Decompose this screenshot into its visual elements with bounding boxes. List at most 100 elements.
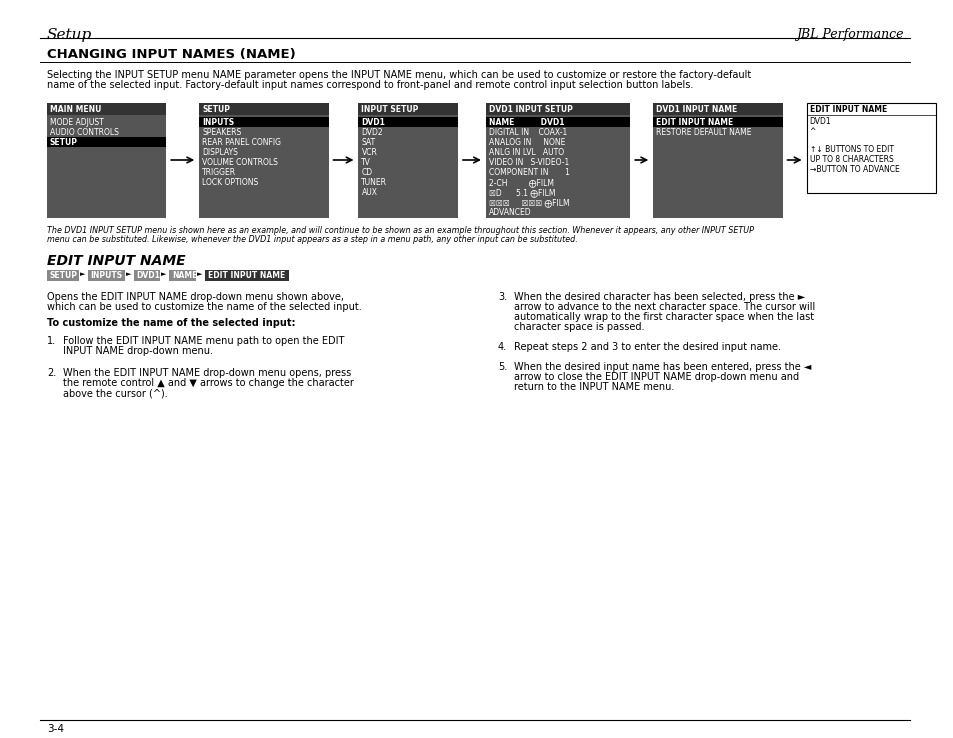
Text: Selecting the INPUT SETUP menu NAME parameter opens the INPUT NAME menu, which c: Selecting the INPUT SETUP menu NAME para… — [47, 70, 750, 80]
Text: TRIGGER: TRIGGER — [202, 168, 236, 177]
Text: CHANGING INPUT NAMES (NAME): CHANGING INPUT NAMES (NAME) — [47, 48, 295, 61]
Text: menu can be substituted. Likewise, whenever the DVD1 input appears as a step in : menu can be substituted. Likewise, whene… — [47, 235, 577, 244]
Text: AUX: AUX — [361, 188, 377, 197]
Text: VOLUME CONTROLS: VOLUME CONTROLS — [202, 158, 277, 167]
Text: REAR PANEL CONFIG: REAR PANEL CONFIG — [202, 138, 281, 147]
Text: ►: ► — [161, 271, 167, 277]
Text: AUDIO CONTROLS: AUDIO CONTROLS — [50, 128, 118, 137]
Text: TV: TV — [361, 158, 371, 167]
Text: The DVD1 INPUT SETUP menu is shown here as an example, and will continue to be s: The DVD1 INPUT SETUP menu is shown here … — [47, 226, 753, 235]
Text: character space is passed.: character space is passed. — [514, 322, 643, 332]
Text: NAME          DVD1: NAME DVD1 — [488, 118, 564, 127]
FancyBboxPatch shape — [47, 103, 166, 218]
Text: DVD1 INPUT NAME: DVD1 INPUT NAME — [656, 105, 737, 114]
Text: arrow to advance to the next character space. The cursor will: arrow to advance to the next character s… — [514, 302, 814, 312]
Text: 3.: 3. — [497, 292, 506, 302]
Text: automatically wrap to the first character space when the last: automatically wrap to the first characte… — [514, 312, 813, 322]
Text: 4.: 4. — [497, 342, 506, 352]
Text: arrow to close the EDIT INPUT NAME drop-down menu and: arrow to close the EDIT INPUT NAME drop-… — [514, 372, 798, 382]
FancyBboxPatch shape — [358, 117, 457, 127]
FancyBboxPatch shape — [653, 103, 781, 115]
Text: DVD1: DVD1 — [136, 271, 160, 280]
Text: LOCK OPTIONS: LOCK OPTIONS — [202, 178, 258, 187]
Text: ANLG IN LVL   AUTO: ANLG IN LVL AUTO — [488, 148, 563, 157]
FancyBboxPatch shape — [169, 270, 195, 281]
Text: INPUT NAME drop-down menu.: INPUT NAME drop-down menu. — [63, 346, 213, 356]
FancyBboxPatch shape — [205, 270, 288, 281]
FancyBboxPatch shape — [358, 103, 457, 218]
Text: Repeat steps 2 and 3 to enter the desired input name.: Repeat steps 2 and 3 to enter the desire… — [514, 342, 780, 352]
Text: EDIT INPUT NAME: EDIT INPUT NAME — [208, 271, 285, 280]
Text: When the desired input name has been entered, press the ◄: When the desired input name has been ent… — [514, 362, 810, 372]
Text: When the desired character has been selected, press the ►: When the desired character has been sele… — [514, 292, 804, 302]
FancyBboxPatch shape — [653, 103, 781, 218]
Text: NAME: NAME — [172, 271, 197, 280]
FancyBboxPatch shape — [47, 137, 166, 147]
Text: COMPONENT IN       1: COMPONENT IN 1 — [488, 168, 569, 177]
Text: SPEAKERS: SPEAKERS — [202, 128, 241, 137]
Text: 2-CH         ⨁FILM: 2-CH ⨁FILM — [488, 178, 554, 187]
Text: JBL Performance: JBL Performance — [795, 28, 902, 41]
Text: When the EDIT INPUT NAME drop-down menu opens, press: When the EDIT INPUT NAME drop-down menu … — [63, 368, 351, 378]
Text: ►: ► — [196, 271, 202, 277]
Text: EDIT INPUT NAME: EDIT INPUT NAME — [47, 254, 185, 268]
Text: VCR: VCR — [361, 148, 377, 157]
Text: Opens the EDIT INPUT NAME drop-down menu shown above,: Opens the EDIT INPUT NAME drop-down menu… — [47, 292, 343, 302]
Text: DVD1: DVD1 — [361, 118, 385, 127]
Text: SAT: SAT — [361, 138, 375, 147]
Text: SETUP: SETUP — [50, 138, 78, 147]
Text: above the cursor (^).: above the cursor (^). — [63, 388, 168, 398]
Text: 3-4: 3-4 — [47, 724, 64, 734]
FancyBboxPatch shape — [199, 103, 328, 115]
Text: the remote control ▲ and ▼ arrows to change the character: the remote control ▲ and ▼ arrows to cha… — [63, 378, 354, 388]
Text: name of the selected input. Factory-default input names correspond to front-pane: name of the selected input. Factory-defa… — [47, 80, 693, 90]
FancyBboxPatch shape — [47, 270, 78, 281]
FancyBboxPatch shape — [47, 103, 166, 115]
Text: INPUT SETUP: INPUT SETUP — [361, 105, 418, 114]
FancyBboxPatch shape — [485, 103, 630, 115]
Text: ↑↓ BUTTONS TO EDIT: ↑↓ BUTTONS TO EDIT — [809, 145, 893, 154]
Text: which can be used to customize the name of the selected input.: which can be used to customize the name … — [47, 302, 361, 312]
Text: DVD2: DVD2 — [361, 128, 383, 137]
Text: 5.: 5. — [497, 362, 507, 372]
FancyBboxPatch shape — [805, 103, 935, 193]
Text: MODE ADJUST: MODE ADJUST — [50, 118, 104, 127]
Text: EDIT INPUT NAME: EDIT INPUT NAME — [809, 105, 886, 114]
Text: CD: CD — [361, 168, 373, 177]
Text: UP TO 8 CHARACTERS: UP TO 8 CHARACTERS — [809, 155, 892, 164]
FancyBboxPatch shape — [133, 270, 160, 281]
Text: ☒D      5.1 ⨁FILM: ☒D 5.1 ⨁FILM — [488, 188, 555, 197]
Text: SETUP: SETUP — [202, 105, 230, 114]
Text: Follow the EDIT INPUT NAME menu path to open the EDIT: Follow the EDIT INPUT NAME menu path to … — [63, 336, 344, 346]
Text: Setup: Setup — [47, 28, 91, 42]
Text: ^: ^ — [809, 127, 815, 136]
Text: return to the INPUT NAME menu.: return to the INPUT NAME menu. — [514, 382, 674, 392]
Text: DIGITAL IN    COAX-1: DIGITAL IN COAX-1 — [488, 128, 566, 137]
Text: SETUP: SETUP — [50, 271, 78, 280]
Text: ►: ► — [126, 271, 131, 277]
FancyBboxPatch shape — [485, 117, 630, 127]
FancyBboxPatch shape — [199, 117, 328, 127]
Text: VIDEO IN   S-VIDEO-1: VIDEO IN S-VIDEO-1 — [488, 158, 569, 167]
Text: To customize the name of the selected input:: To customize the name of the selected in… — [47, 318, 295, 328]
Text: EDIT INPUT NAME: EDIT INPUT NAME — [656, 118, 733, 127]
Text: DVD1: DVD1 — [809, 117, 830, 126]
Text: TUNER: TUNER — [361, 178, 387, 187]
Text: DISPLAYS: DISPLAYS — [202, 148, 237, 157]
Text: →BUTTON TO ADVANCE: →BUTTON TO ADVANCE — [809, 165, 899, 174]
FancyBboxPatch shape — [199, 103, 328, 218]
Text: RESTORE DEFAULT NAME: RESTORE DEFAULT NAME — [656, 128, 751, 137]
Text: ►: ► — [79, 271, 85, 277]
Text: DVD1 INPUT SETUP: DVD1 INPUT SETUP — [488, 105, 572, 114]
Text: 1.: 1. — [47, 336, 56, 346]
Text: 2.: 2. — [47, 368, 56, 378]
Text: MAIN MENU: MAIN MENU — [50, 105, 101, 114]
Text: ☒☒☒     ☒☒☒ ⨁FILM: ☒☒☒ ☒☒☒ ⨁FILM — [488, 198, 569, 207]
FancyBboxPatch shape — [88, 270, 125, 281]
FancyBboxPatch shape — [485, 103, 630, 218]
Text: ANALOG IN     NONE: ANALOG IN NONE — [488, 138, 565, 147]
FancyBboxPatch shape — [358, 103, 457, 115]
Text: INPUTS: INPUTS — [91, 271, 123, 280]
Text: ADVANCED: ADVANCED — [488, 208, 531, 217]
Text: INPUTS: INPUTS — [202, 118, 234, 127]
